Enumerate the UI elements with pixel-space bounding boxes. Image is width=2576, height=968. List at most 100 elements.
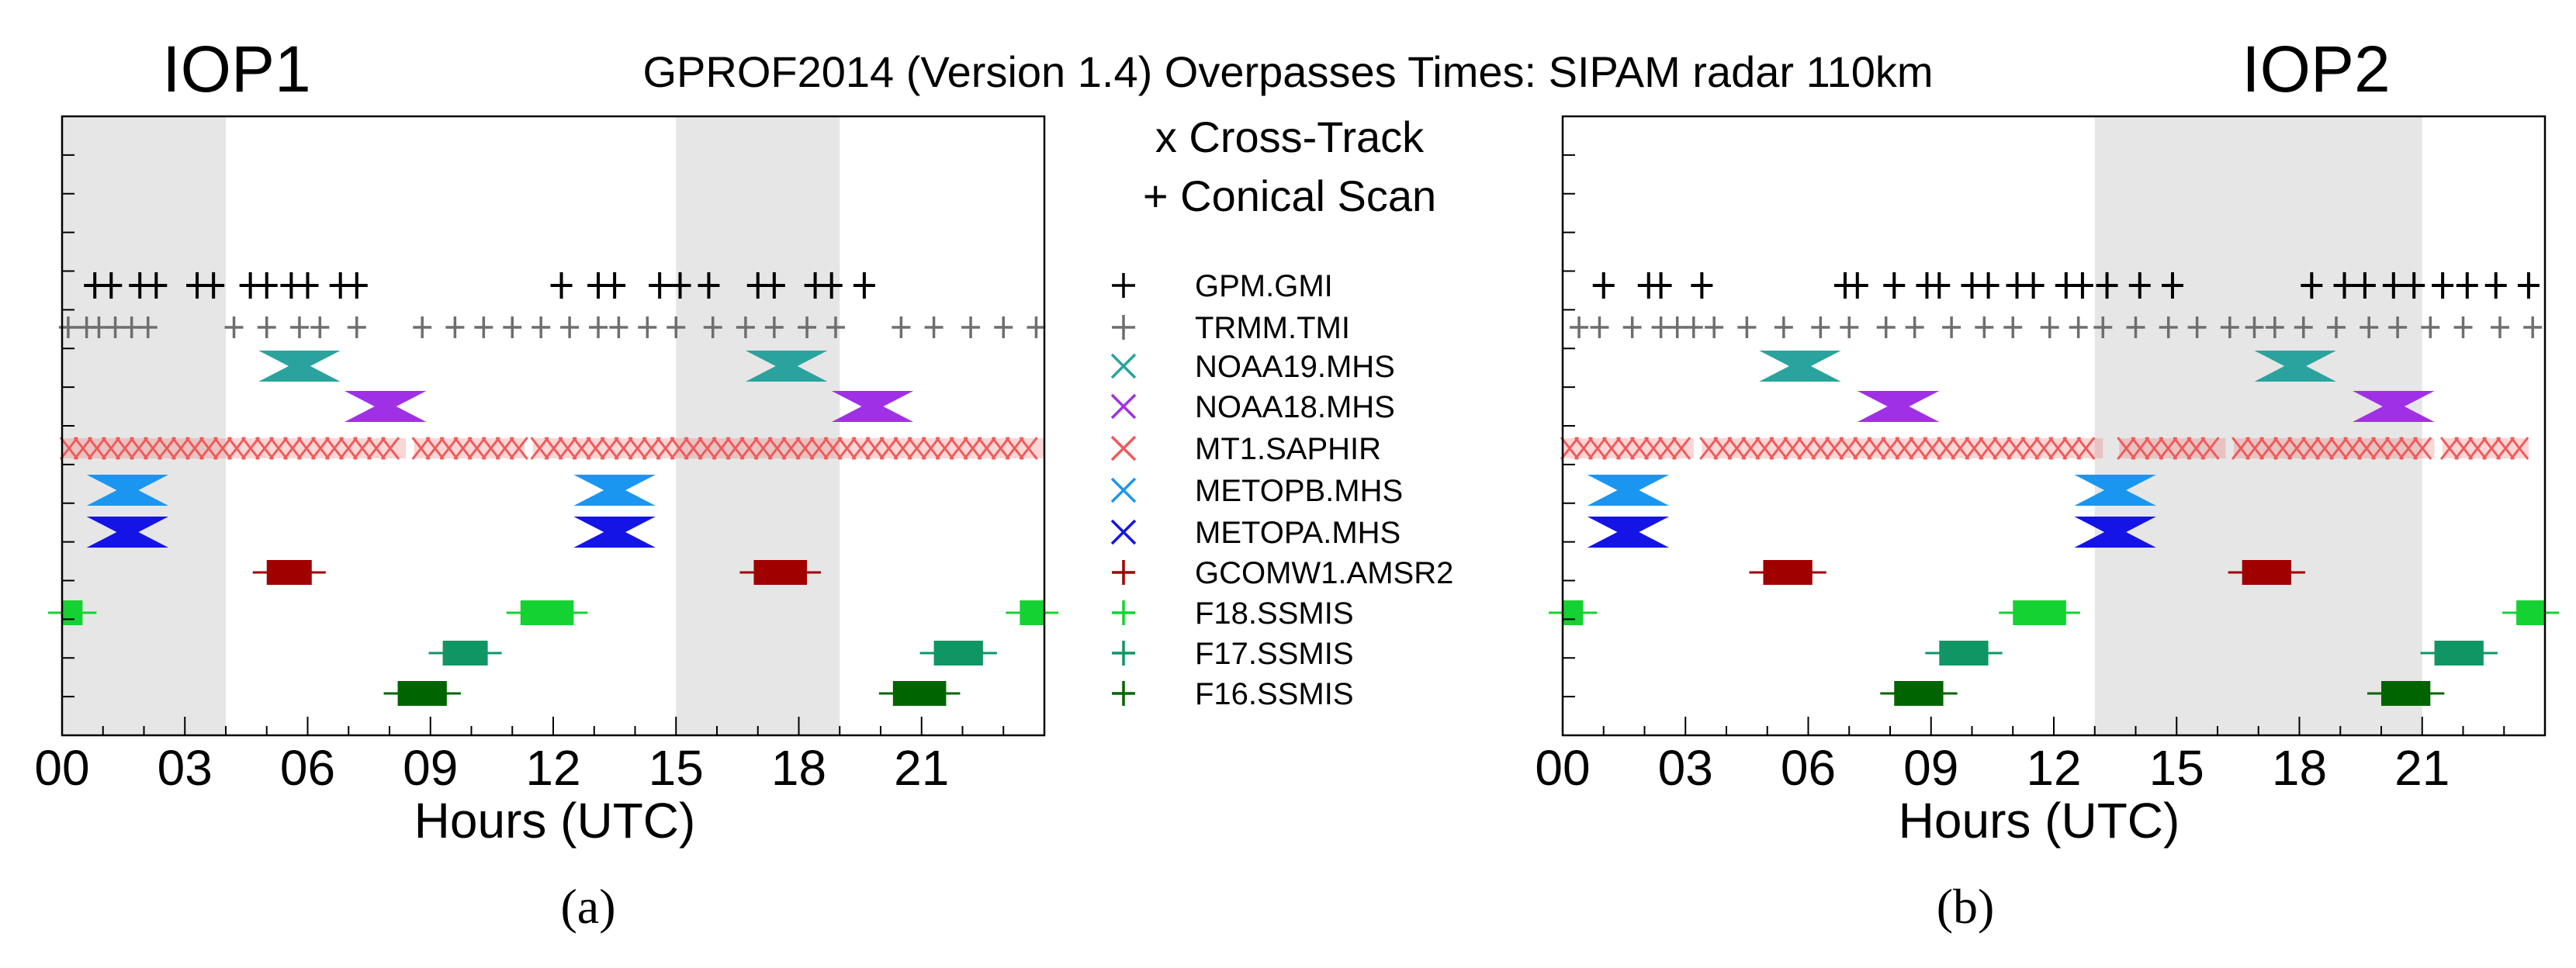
panel-a-mt1-saphir-band-0-x2-14	[254, 437, 275, 460]
legend-metopa-mhs-label: METOPA.MHS	[1195, 516, 1401, 550]
panel-a-metopa-mhs-band-1	[573, 517, 656, 548]
panel-a-mt1-saphir-band-0	[59, 437, 407, 460]
panel-b-mt1-saphir-band-4-x2-1	[2453, 437, 2474, 460]
panel-b-mt1-saphir-band-3	[2231, 437, 2435, 460]
panel-b-mt1-saphir-band-0-x2-2	[1587, 437, 1608, 460]
panel-a-xtick-label-7: 21	[894, 740, 949, 796]
panel-a-mt1-saphir-band-0-x2-4	[115, 437, 135, 460]
panel-a-gcomw1-amsr2-band-1	[739, 560, 822, 585]
panel-b-mt1-saphir-band-4-x2-4	[2495, 437, 2515, 460]
panel-a-mt1-saphir-band-2-x2-9	[656, 437, 675, 460]
panel-b-noaa19-mhs-band-1-shape	[2254, 351, 2336, 382]
panel-a-mt1-saphir-band-0-x2-15	[268, 437, 289, 460]
panel-b-mt1-saphir-band-1-x2-12	[1867, 437, 1886, 460]
panel-b-mt1-saphir-band-1-x2-26	[2062, 437, 2082, 460]
panel-b-mt1-saphir-band-0-x2-8	[1671, 437, 1691, 460]
panel-a-f18-ssmis-band-1-box	[520, 600, 574, 625]
panel-a-mt1-saphir-band-2-x2-7	[628, 437, 647, 460]
legend-f18-ssmis: F18.SSMIS	[1112, 596, 1354, 631]
panel-b-mt1-saphir-band-0-x2-0	[1560, 437, 1580, 460]
panel-a-mt1-saphir-band-0-x2-23	[380, 437, 400, 460]
panel-b-mt1-saphir-band-3-x2-1	[2245, 437, 2265, 460]
panel-b-mt1-saphir-band-1-x2-3	[1741, 437, 1761, 460]
panel-b-mt1-saphir-band-1-x2-21	[1993, 437, 2012, 460]
panel-a-mt1-saphir-band-2-x2-18	[781, 437, 801, 460]
panel-b-metopb-mhs-band-0-shape	[1587, 475, 1670, 506]
panel-b-label: (b)	[1937, 879, 1995, 934]
panel-b-xtick-label-2: 06	[1781, 740, 1836, 796]
panel-a-mt1-saphir-band-2	[530, 437, 1044, 460]
panel-b-mt1-saphir-band-2	[2117, 437, 2226, 460]
panel-b-mt1-saphir-band-1-x2-13	[1881, 437, 1900, 460]
panel-b-f18-ssmis-band-2	[2502, 600, 2559, 625]
panel-a-mt1-saphir-band-1-x2-1	[425, 437, 445, 460]
panel-a-mt1-saphir-band-0-x2-6	[143, 437, 163, 460]
panel-a-mt1-saphir-band-2-x2-4	[586, 437, 605, 460]
legend-metopa-mhs-marker-b	[1110, 519, 1137, 545]
panel-a-mt1-saphir-band-2-x2-14	[725, 437, 745, 460]
legend-header-cross-track: x Cross-Track	[1155, 112, 1425, 161]
panel-b-mt1-saphir-band-3-x2-11	[2384, 437, 2405, 460]
panel-a-mt1-saphir-band-2-x2-17	[767, 437, 787, 460]
panel-b-title: IOP2	[2242, 33, 2390, 105]
panel-b-mt1-saphir-band-0-x2-3	[1601, 437, 1622, 460]
panel-b-mt1-saphir-band-1-x2-10	[1839, 437, 1858, 460]
panel-b-f18-ssmis-band-0-box	[1563, 600, 1584, 625]
panel-a: 00 03 06 09 12 15 18 21	[34, 115, 1058, 796]
panel-a-mt1-saphir-band-1-x2-7	[509, 437, 528, 460]
panel-a-metopb-mhs-band-1-shape	[573, 475, 656, 506]
panel-a-mt1-saphir-band-0-x2-16	[282, 437, 303, 460]
panel-a-mt1-saphir-band-0-x2-3	[101, 437, 121, 460]
panel-b-noaa18-mhs-band-1	[2353, 391, 2435, 422]
panel-a-mt1-saphir-band-0-x2-8	[171, 437, 191, 460]
panel-b-f16-ssmis-band-0-box	[1894, 681, 1944, 706]
panel-b-metopa-mhs-band-0	[1587, 517, 1670, 548]
legend: GPM.GMI TRMM.TMI NOAA19.MHS NOAA18.MHS MT1.S…	[1110, 269, 1453, 711]
panel-b-metopa-mhs-band-0-shape	[1587, 517, 1670, 548]
panel-a-mt1-saphir-band-1-x2-6	[495, 437, 514, 460]
panel-b-f16-ssmis-band-1	[2367, 681, 2445, 706]
panel-b-noaa18-mhs-band-0-shape	[1857, 391, 1940, 422]
panel-a-mt1-saphir-band-2-x2-15	[739, 437, 759, 460]
panel-a-shade-0	[62, 116, 226, 735]
panel-a-mt1-saphir-band-2-x2-13	[712, 437, 731, 460]
panel-a-mt1-saphir-band-2-x2-12	[698, 437, 717, 460]
panel-b-mt1-saphir-band-1-x2-6	[1783, 437, 1802, 460]
panel-b-mt1-saphir-band-1-x2-15	[1909, 437, 1928, 460]
panel-a-f17-ssmis-band-0-box	[442, 641, 488, 666]
figure-title: GPROF2014 (Version 1.4) Overpasses Times…	[643, 47, 1934, 96]
panel-a-metopb-mhs-band-0-shape	[86, 475, 169, 506]
panel-b-mt1-saphir-band-1-x2-2	[1727, 437, 1747, 460]
panel-a-xtick-label-1: 03	[158, 740, 213, 796]
panel-a-mt1-saphir-band-2-x2-0	[530, 437, 549, 460]
panel-a-gcomw1-amsr2-band-1-box	[753, 560, 808, 585]
panel-a-xlabel: Hours (UTC)	[414, 793, 696, 849]
panel-a-mt1-saphir-band-2-x2-21	[823, 437, 843, 460]
panel-b-mt1-saphir-band-3-x2-3	[2273, 437, 2293, 460]
panel-a-noaa19-mhs-band-1	[745, 351, 828, 382]
legend-trmm-tmi: TRMM.TMI	[1112, 311, 1350, 345]
panel-b-f18-ssmis-band-1	[1999, 600, 2080, 625]
panel-a-mt1-saphir-band-2-x2-2	[558, 437, 577, 460]
panel-a-noaa19-mhs-band-0	[258, 351, 341, 382]
panel-b-mt1-saphir-band-1-x2-1	[1713, 437, 1733, 460]
panel-b-noaa19-mhs-band-0	[1759, 351, 1841, 382]
panel-a-mt1-saphir-band-2-x2-10	[670, 437, 689, 460]
panel-a-noaa18-mhs-band-0-shape	[344, 391, 427, 422]
panel-a-mt1-saphir-band-2-x2-26	[893, 437, 912, 460]
panel-a-f16-ssmis-band-1-box	[892, 681, 947, 706]
panel-a-noaa18-mhs-band-1-shape	[831, 391, 914, 422]
legend-noaa18-mhs: NOAA18.MHS	[1110, 390, 1395, 424]
panel-a-xtick-label-2: 06	[280, 740, 335, 796]
panel-b-xtick-label-1: 03	[1658, 740, 1713, 796]
panel-a-mt1-saphir-band-1	[411, 437, 528, 460]
panel-b-mt1-saphir-band-3-x2-12	[2398, 437, 2418, 460]
panel-a-mt1-saphir-band-1-x2-5	[481, 437, 500, 460]
panel-a-xtick-label-0: 00	[34, 740, 89, 796]
panel-b-mt1-saphir-band-1-x2-17	[1937, 437, 1956, 460]
legend-metopb-mhs-label: METOPB.MHS	[1195, 474, 1403, 508]
panel-b-noaa18-mhs-band-1-shape	[2353, 391, 2435, 422]
legend-header-conical-scan: + Conical Scan	[1143, 171, 1436, 220]
panel-a-mt1-saphir-band-2-x2-19	[795, 437, 815, 460]
legend-noaa19-mhs-marker-b	[1110, 353, 1137, 379]
